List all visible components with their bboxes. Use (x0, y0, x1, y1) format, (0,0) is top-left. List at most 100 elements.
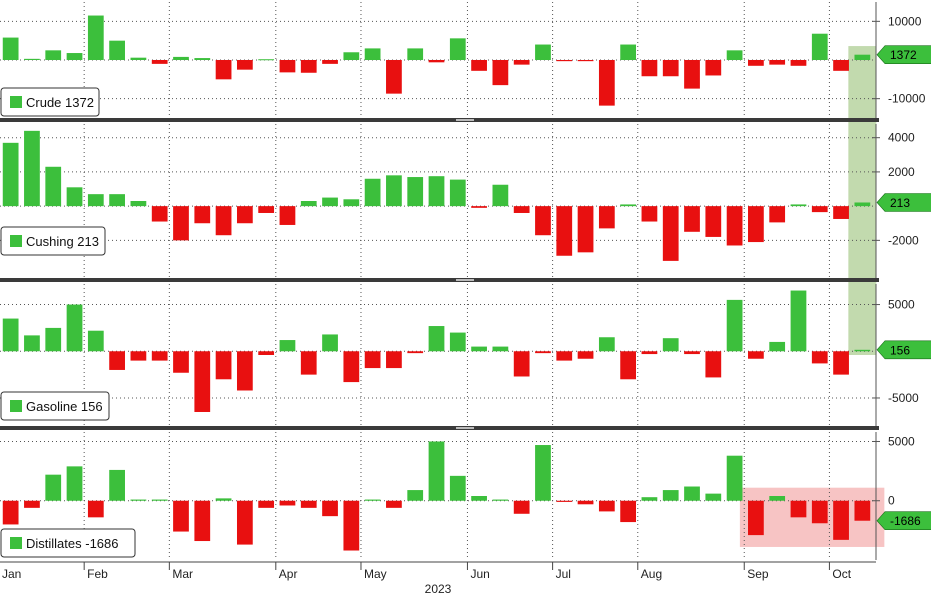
gasoline-bar (364, 351, 381, 369)
gasoline-bar (449, 332, 466, 352)
cushing-bar (854, 202, 871, 207)
cushing-bar (513, 206, 530, 213)
distillates-legend-box (0, 528, 136, 558)
x-tick-label: Jul (556, 567, 571, 581)
crude-bar (662, 60, 679, 77)
crude-bar (45, 50, 62, 60)
distillates-bar (130, 499, 147, 501)
gasoline-bar (2, 318, 19, 352)
panel-resize-handle[interactable] (456, 427, 474, 429)
cushing-bar (87, 194, 104, 207)
crude-bar (66, 53, 83, 60)
cushing-bar (24, 130, 40, 207)
gasoline-bar (641, 351, 658, 355)
cushing-bar (556, 206, 573, 256)
distillates-bar (236, 500, 253, 545)
crude-bar (833, 60, 849, 71)
crude-legend-box (0, 87, 100, 117)
gasoline-bar (535, 351, 551, 354)
cushing-bar (258, 206, 275, 213)
distillates-bar (343, 500, 360, 551)
cushing-bar (535, 206, 551, 236)
cushing-bar (811, 206, 828, 213)
crude-bar (364, 48, 381, 60)
gasoline-legend-label: Gasoline 156 (26, 399, 103, 414)
distillates-y-tick-label: 5000 (888, 434, 915, 448)
x-tick-label: Apr (279, 567, 298, 581)
cushing-bar (66, 187, 83, 207)
crude-bar (684, 60, 700, 89)
distillates-bar (66, 466, 83, 501)
gasoline-bar (726, 299, 743, 352)
gasoline-bar (556, 351, 573, 361)
cushing-bar (577, 206, 594, 253)
gasoline-bar (66, 304, 83, 352)
cushing-bar (130, 201, 147, 207)
panel-resize-handle[interactable] (456, 279, 474, 281)
distillates-bar (620, 500, 637, 523)
gasoline-bar (279, 340, 296, 352)
gasoline-bar (407, 351, 424, 354)
distillates-bar (811, 500, 828, 524)
panel-separators (0, 118, 879, 430)
x-tick-label: Jan (2, 567, 21, 581)
cushing-last-value-label: 213 (890, 196, 910, 210)
gasoline-bar (258, 351, 275, 355)
cushing-bar (300, 201, 317, 207)
panel-resize-handle[interactable] (456, 119, 474, 121)
distillates-bar (662, 490, 679, 501)
crude-bar (130, 57, 147, 60)
x-tick-label: Aug (641, 567, 662, 581)
cushing-bar (386, 175, 402, 207)
gasoline-bar (151, 351, 168, 361)
crude-bar (598, 60, 615, 106)
cushing-bar (662, 206, 679, 261)
crude-y-tick-label: -10000 (888, 92, 926, 106)
distillates-bar (258, 500, 275, 508)
crude-bar (620, 44, 637, 60)
cushing-bar (173, 206, 189, 241)
crude-last-value-tag (876, 45, 931, 64)
gasoline-bar (300, 351, 317, 375)
cushing-bar (279, 206, 296, 225)
crude-bar (151, 60, 168, 64)
distillates-last-value-label: -1686 (890, 514, 921, 528)
cushing-bar (833, 206, 849, 219)
distillates-bar (364, 499, 381, 501)
gasoline-bar (130, 351, 147, 361)
cushing-legend-label: Cushing 213 (26, 234, 99, 249)
gasoline-bar (322, 334, 338, 352)
gasoline-bar (790, 290, 807, 352)
panel-separator (0, 426, 879, 430)
distillates-bar (535, 445, 551, 501)
gasoline-bar (194, 351, 211, 412)
crude-bar (236, 60, 253, 70)
crude-bar (343, 52, 360, 60)
crude-bar (811, 33, 828, 60)
gasoline-bar (620, 351, 637, 380)
distillates-bar (513, 500, 530, 514)
crude-bar (109, 40, 125, 60)
gasoline-bar (811, 351, 828, 364)
distillates-bar (428, 441, 445, 501)
gasoline-bar (386, 351, 402, 369)
cushing-bar (428, 176, 445, 207)
panel-separator (0, 118, 879, 122)
distillates-bar (151, 499, 168, 501)
cushing-bar (449, 179, 466, 207)
crude-bar (87, 15, 104, 60)
gasoline-bar (24, 335, 40, 352)
crude-bar (24, 58, 40, 60)
cushing-bar (748, 206, 764, 243)
x-tick-label: Jun (470, 567, 489, 581)
crude-bar (258, 59, 275, 61)
gasoline-bar (748, 351, 764, 359)
x-tick-label: Mar (172, 567, 193, 581)
distillates-bar (556, 500, 573, 502)
distillates-bar (300, 500, 317, 508)
distillates-bar (769, 496, 786, 501)
distillates-bar (2, 500, 19, 525)
